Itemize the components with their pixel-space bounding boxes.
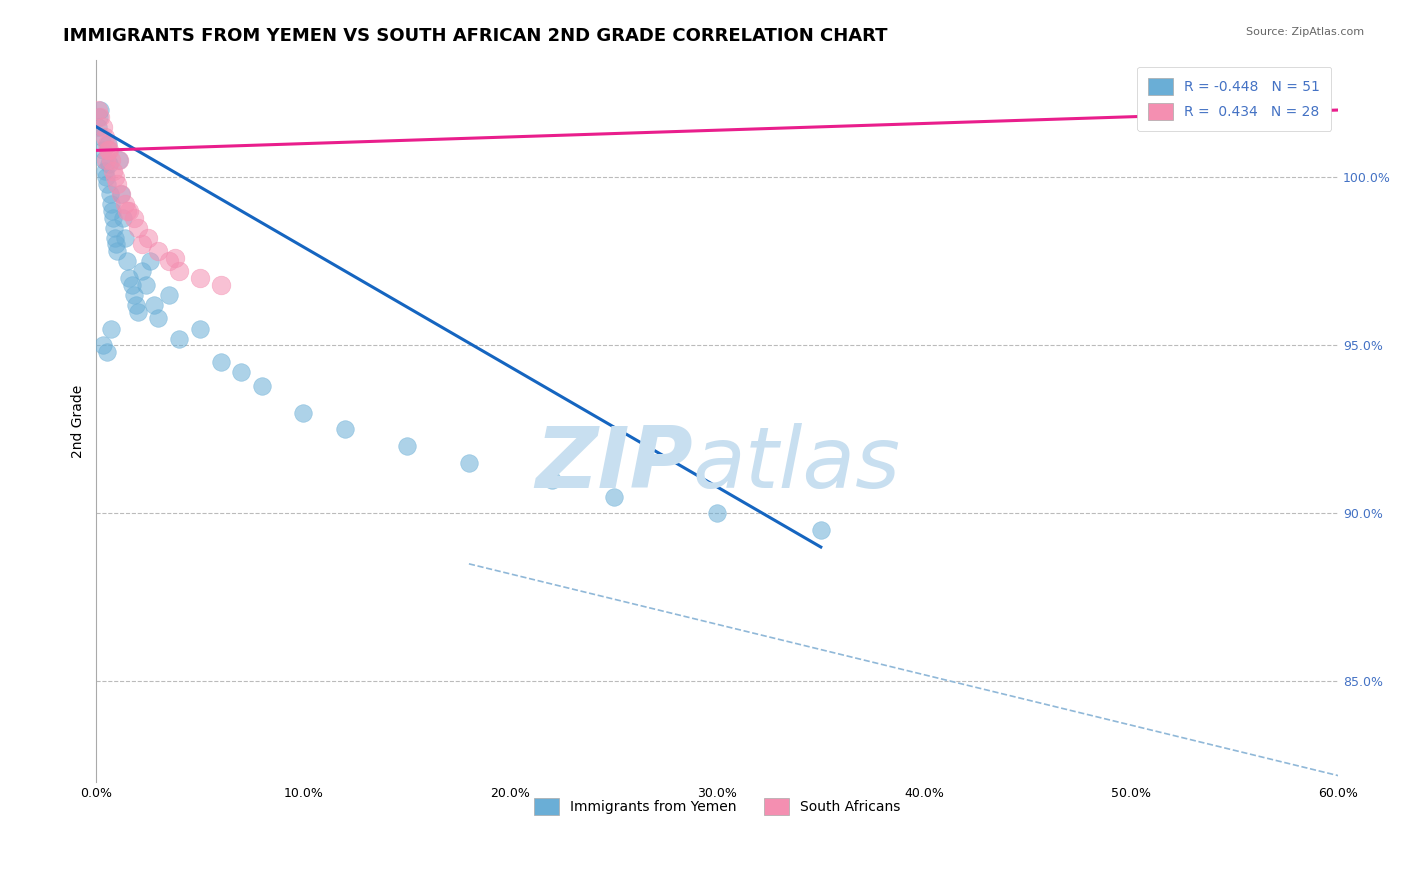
Point bbox=[148, 311, 170, 326]
Point bbox=[105, 177, 128, 191]
Point bbox=[110, 187, 132, 202]
Point bbox=[112, 211, 135, 225]
Point bbox=[122, 288, 145, 302]
Point bbox=[101, 163, 124, 178]
Point bbox=[96, 177, 118, 191]
Text: atlas: atlas bbox=[693, 423, 900, 506]
Point bbox=[87, 103, 110, 117]
Point bbox=[94, 170, 117, 185]
Point bbox=[89, 110, 111, 124]
Point bbox=[91, 338, 114, 352]
Point bbox=[100, 153, 122, 168]
Point bbox=[157, 254, 180, 268]
Point bbox=[167, 332, 190, 346]
Point bbox=[96, 345, 118, 359]
Point bbox=[108, 153, 131, 168]
Point bbox=[157, 288, 180, 302]
Point bbox=[96, 136, 118, 151]
Point bbox=[136, 231, 159, 245]
Point bbox=[104, 170, 127, 185]
Point bbox=[91, 144, 114, 158]
Point bbox=[108, 153, 131, 168]
Point bbox=[114, 231, 136, 245]
Point bbox=[810, 523, 832, 537]
Point bbox=[110, 187, 132, 202]
Point bbox=[93, 153, 115, 168]
Point bbox=[118, 203, 141, 218]
Point bbox=[97, 144, 120, 158]
Point bbox=[101, 211, 124, 225]
Point bbox=[93, 163, 115, 178]
Point bbox=[163, 251, 186, 265]
Point bbox=[94, 153, 117, 168]
Point bbox=[395, 439, 418, 453]
Point bbox=[188, 271, 211, 285]
Point bbox=[104, 231, 127, 245]
Point bbox=[540, 473, 562, 487]
Point bbox=[97, 136, 120, 151]
Point bbox=[90, 129, 112, 144]
Point bbox=[706, 507, 728, 521]
Point bbox=[131, 264, 153, 278]
Point bbox=[1223, 103, 1246, 117]
Point bbox=[100, 321, 122, 335]
Y-axis label: 2nd Grade: 2nd Grade bbox=[72, 384, 86, 458]
Point bbox=[105, 244, 128, 259]
Point bbox=[250, 378, 273, 392]
Legend: Immigrants from Yemen, South Africans: Immigrants from Yemen, South Africans bbox=[523, 787, 912, 826]
Point bbox=[209, 277, 232, 292]
Point bbox=[101, 203, 124, 218]
Text: IMMIGRANTS FROM YEMEN VS SOUTH AFRICAN 2ND GRADE CORRELATION CHART: IMMIGRANTS FROM YEMEN VS SOUTH AFRICAN 2… bbox=[63, 27, 887, 45]
Point bbox=[117, 254, 139, 268]
Point bbox=[188, 321, 211, 335]
Point bbox=[118, 271, 141, 285]
Point bbox=[458, 456, 481, 470]
Point bbox=[124, 298, 146, 312]
Point bbox=[333, 422, 356, 436]
Point bbox=[603, 490, 626, 504]
Text: ZIP: ZIP bbox=[534, 423, 693, 506]
Point bbox=[97, 157, 120, 171]
Point bbox=[103, 220, 125, 235]
Point bbox=[148, 244, 170, 259]
Point bbox=[97, 144, 120, 158]
Point bbox=[292, 406, 315, 420]
Point bbox=[100, 197, 122, 211]
Point bbox=[117, 203, 139, 218]
Point bbox=[93, 129, 115, 144]
Point bbox=[105, 237, 128, 252]
Point bbox=[135, 277, 157, 292]
Text: Source: ZipAtlas.com: Source: ZipAtlas.com bbox=[1246, 27, 1364, 37]
Point bbox=[167, 264, 190, 278]
Point bbox=[139, 254, 162, 268]
Point bbox=[121, 277, 143, 292]
Point bbox=[89, 110, 111, 124]
Point bbox=[231, 365, 253, 379]
Point bbox=[127, 220, 149, 235]
Point bbox=[122, 211, 145, 225]
Point bbox=[91, 120, 114, 134]
Point bbox=[87, 120, 110, 134]
Point bbox=[127, 304, 149, 318]
Point bbox=[89, 103, 111, 117]
Point bbox=[131, 237, 153, 252]
Point bbox=[209, 355, 232, 369]
Point bbox=[143, 298, 166, 312]
Point bbox=[114, 197, 136, 211]
Point bbox=[98, 187, 121, 202]
